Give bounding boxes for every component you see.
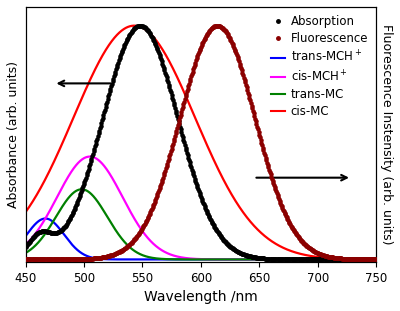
cis-MCH$^+$	[84, 155, 89, 159]
cis-MC	[132, 24, 137, 27]
trans-MC	[173, 258, 178, 261]
Absorption	[232, 248, 237, 252]
Fluorescence	[190, 72, 194, 76]
cis-MC	[84, 86, 89, 90]
Absorption	[192, 177, 197, 180]
cis-MC	[374, 258, 379, 261]
cis-MCH$^+$	[330, 258, 334, 261]
Absorption	[190, 170, 195, 174]
trans-MC	[374, 258, 379, 261]
trans-MCH$^+$	[84, 254, 89, 258]
trans-MCH$^+$	[367, 258, 372, 261]
trans-MC	[63, 200, 68, 204]
Legend: Absorption, Fluorescence, trans-MCH$^+$, cis-MCH$^+$, trans-MC, cis-MC: Absorption, Fluorescence, trans-MCH$^+$,…	[268, 13, 370, 121]
cis-MC	[63, 134, 68, 138]
cis-MC	[330, 256, 334, 260]
Absorption	[374, 258, 378, 261]
cis-MCH$^+$	[367, 258, 372, 261]
Fluorescence	[374, 258, 378, 261]
Line: trans-MCH$^+$: trans-MCH$^+$	[26, 219, 376, 259]
trans-MCH$^+$	[23, 234, 28, 238]
trans-MCH$^+$	[173, 258, 178, 261]
Line: trans-MC: trans-MC	[26, 189, 376, 259]
Fluorescence	[213, 24, 218, 28]
Fluorescence	[23, 258, 28, 261]
trans-MC	[330, 258, 334, 261]
trans-MC	[79, 188, 84, 191]
cis-MCH$^+$	[88, 155, 92, 158]
trans-MC	[23, 251, 28, 255]
Fluorescence	[192, 65, 196, 69]
Absorption	[23, 245, 28, 249]
Fluorescence	[366, 258, 370, 261]
Absorption	[311, 258, 316, 261]
trans-MCH$^+$	[330, 258, 334, 261]
Line: cis-MC: cis-MC	[26, 26, 376, 259]
cis-MCH$^+$	[374, 258, 379, 261]
Line: cis-MCH$^+$: cis-MCH$^+$	[26, 156, 376, 259]
trans-MC	[84, 189, 89, 193]
Absorption	[138, 24, 142, 27]
cis-MCH$^+$	[23, 243, 28, 246]
cis-MC	[173, 72, 178, 75]
Y-axis label: Fluorescence Instensity (arb. units): Fluorescence Instensity (arb. units)	[380, 24, 393, 245]
cis-MC	[158, 44, 162, 48]
Absorption	[366, 258, 370, 261]
Absorption	[213, 227, 218, 231]
cis-MCH$^+$	[63, 179, 68, 183]
trans-MCH$^+$	[374, 258, 379, 261]
cis-MCH$^+$	[158, 247, 162, 251]
trans-MCH$^+$	[158, 258, 162, 261]
Fluorescence	[215, 24, 220, 27]
Line: Fluorescence: Fluorescence	[22, 22, 379, 262]
trans-MCH$^+$	[43, 217, 48, 220]
Fluorescence	[311, 249, 316, 253]
Line: Absorption: Absorption	[22, 22, 379, 262]
Y-axis label: Absorbance (arb. units): Absorbance (arb. units)	[7, 61, 20, 208]
cis-MC	[23, 210, 28, 214]
Fluorescence	[232, 48, 237, 51]
X-axis label: Wavelength /nm: Wavelength /nm	[144, 290, 258, 304]
trans-MC	[367, 258, 372, 261]
trans-MC	[158, 257, 162, 261]
trans-MCH$^+$	[63, 235, 68, 239]
cis-MCH$^+$	[173, 254, 178, 258]
cis-MC	[367, 258, 372, 261]
